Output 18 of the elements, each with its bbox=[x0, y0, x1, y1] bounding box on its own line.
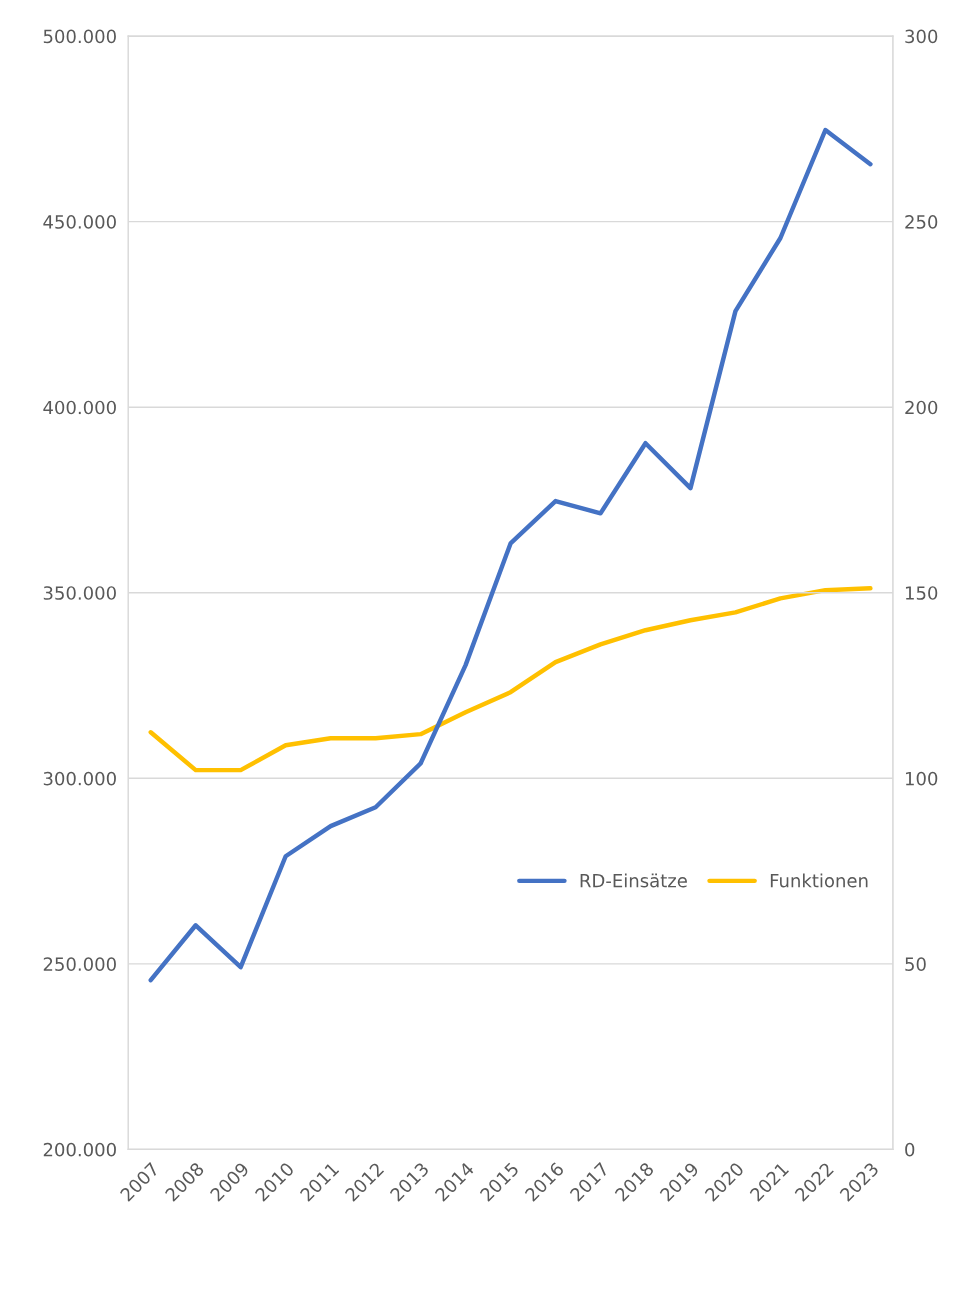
y-tick-label: 250.000 bbox=[43, 957, 116, 971]
y-tick-label: 500.000 bbox=[43, 29, 116, 44]
y2-tick-label: 50 bbox=[905, 957, 926, 971]
legend-label: RD-Einsätze bbox=[580, 873, 687, 888]
y2-tick-label: 100 bbox=[905, 771, 938, 786]
y2-tick-label: 0 bbox=[905, 1142, 915, 1157]
y-tick-label: 200.000 bbox=[43, 1142, 116, 1157]
y2-tick-label: 200 bbox=[905, 400, 938, 415]
y2-tick-label: 300 bbox=[905, 29, 938, 44]
y-tick-label: 350.000 bbox=[43, 586, 116, 600]
y-tick-label: 450.000 bbox=[43, 215, 116, 229]
line-series bbox=[148, 586, 873, 773]
legend-label: Funktionen bbox=[770, 873, 868, 888]
y2-tick-label: 150 bbox=[905, 586, 938, 600]
y-tick-label: 400.000 bbox=[43, 400, 116, 415]
y-tick-label: 300.000 bbox=[43, 771, 116, 786]
line-series bbox=[148, 127, 873, 983]
y2-tick-label: 250 bbox=[905, 215, 938, 229]
